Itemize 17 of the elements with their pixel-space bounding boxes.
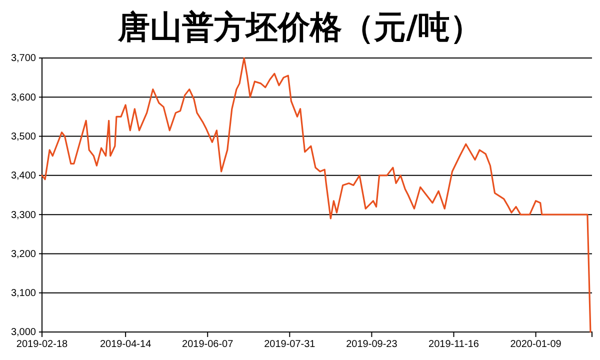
x-tick-label: 2020-01-09: [510, 339, 562, 350]
line-series: [41, 57, 592, 333]
x-tick-label: 2019-06-07: [182, 339, 234, 350]
y-tick-label: 3,700: [10, 53, 36, 64]
y-tick-label: 3,400: [10, 170, 36, 182]
x-tick-label: 2019-02-18: [16, 339, 68, 350]
y-tick-label: 3,200: [10, 248, 36, 260]
y-tick-label: 3,500: [10, 131, 36, 142]
x-tick-label: 2019-09-23: [346, 339, 398, 350]
x-tick-label: 2019-04-14: [100, 339, 152, 350]
y-tick-label: 3,300: [10, 210, 36, 221]
y-tick-label: 3,600: [10, 92, 36, 104]
x-tick-label: 2019-11-16: [428, 339, 480, 350]
y-tick-label: 3,100: [10, 288, 36, 300]
chart-title: 唐山普方坯价格（元/吨）: [117, 8, 482, 46]
x-tick-label: 2019-07-31: [264, 339, 316, 350]
y-tick-label: 3,000: [10, 327, 36, 338]
